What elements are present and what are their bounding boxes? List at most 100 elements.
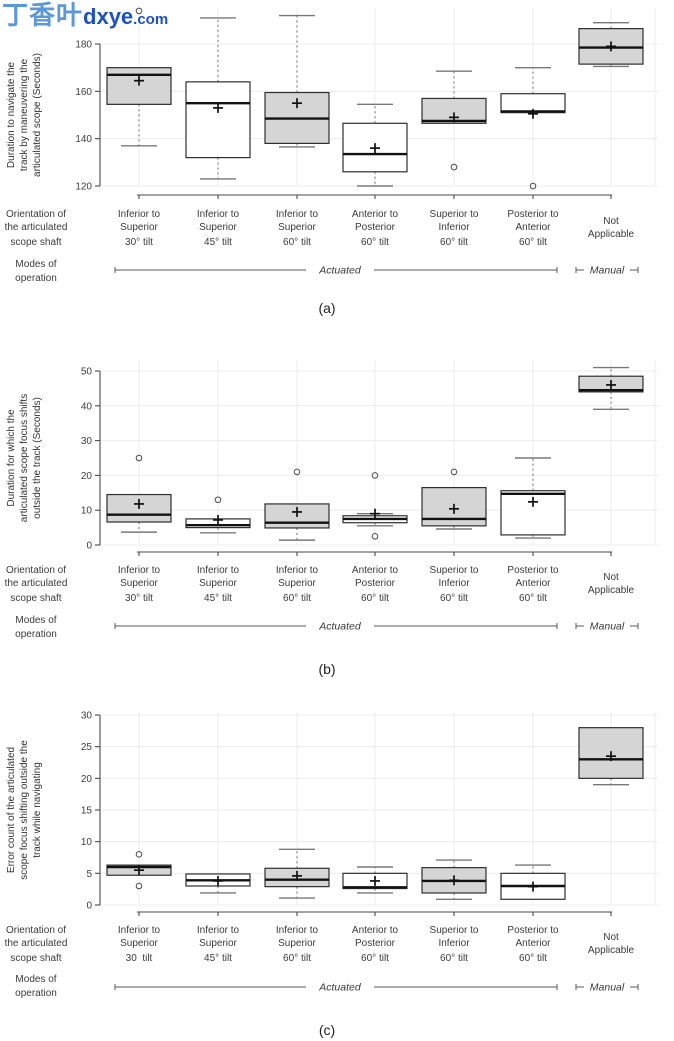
y-tick-label: 0 [86, 901, 92, 912]
svg-text:operation: operation [15, 629, 57, 640]
svg-text:Orientation of: Orientation of [6, 925, 66, 936]
category-label: Posterior to [507, 209, 559, 220]
svg-text:operation: operation [15, 273, 57, 284]
category-label: Inferior [438, 222, 470, 233]
y-axis-title-line: Duration for which the [6, 409, 17, 507]
svg-text:scope shaft: scope shaft [10, 953, 61, 964]
y-tick-label: 10 [81, 506, 93, 517]
box-b-1 [106, 454, 172, 533]
box-c-6 [500, 864, 566, 900]
y-tick-label: 160 [75, 87, 92, 98]
category-tilt-label: 60° tilt [519, 953, 547, 964]
category-label: Inferior to [276, 565, 319, 576]
svg-text:Modes of: Modes of [15, 615, 56, 626]
box-b-3 [264, 468, 330, 541]
x-axis [137, 911, 612, 916]
category-label: Applicable [588, 229, 635, 240]
orientation-label: Orientation of the articulated scope shaft [5, 565, 68, 604]
manual-bracket: Manual [575, 621, 639, 633]
y-axis: 120 140 160 180 [75, 40, 101, 193]
manual-bracket: Manual [575, 982, 639, 994]
category-label: Anterior [515, 578, 551, 589]
actuated-label: Actuated [318, 265, 362, 277]
category-labels: Inferior to Superior 30 tilt Inferior to Sup… [118, 925, 635, 964]
category-label: Anterior to [352, 565, 399, 576]
box-b-4 [342, 472, 408, 540]
category-label: Superior [120, 222, 158, 233]
y-tick-label: 180 [75, 40, 92, 51]
box-a-7 [578, 22, 644, 68]
category-label: Inferior [438, 578, 470, 589]
outlier-point [135, 882, 143, 890]
box-a-1 [106, 7, 172, 147]
svg-text:the articulated: the articulated [5, 938, 68, 949]
y-tick-label: 25 [81, 742, 93, 753]
actuated-bracket: Actuated [114, 982, 558, 994]
category-label: Not [603, 216, 619, 227]
outlier-point [371, 533, 379, 540]
chart-caption: (a) [318, 300, 335, 316]
y-tick-label: 50 [81, 367, 93, 378]
category-label: Inferior to [197, 209, 240, 220]
box-a-5 [421, 70, 487, 171]
category-label: Superior [120, 938, 158, 949]
category-tilt-label: 60° tilt [519, 593, 547, 604]
category-label: Posterior [355, 222, 396, 233]
category-tilt-label: 60° tilt [519, 237, 547, 248]
box-c-3 [264, 848, 330, 899]
manual-label: Manual [590, 982, 625, 994]
outlier-point [293, 468, 301, 476]
category-label: Superior [199, 938, 237, 949]
boxplot-b: 0 10 20 30 40 50 Duration for which the articul… [5, 360, 658, 677]
category-label: Not [603, 932, 619, 943]
manual-label: Manual [590, 621, 625, 633]
category-label: Not [603, 572, 619, 583]
svg-text:the articulated: the articulated [5, 578, 68, 589]
svg-text:scope shaft: scope shaft [10, 237, 61, 248]
category-labels: Inferior to Superior 30° tilt Inferior to Su… [118, 209, 635, 248]
category-tilt-label: 60° tilt [283, 237, 311, 248]
watermark-site-text: dxye [83, 4, 134, 29]
orientation-label: Orientation of the articulated scope shaft [5, 209, 68, 248]
box-a-6 [500, 66, 566, 190]
gridlines [100, 712, 658, 906]
category-tilt-label: 30 tilt [126, 953, 153, 964]
chart-caption: (b) [318, 661, 335, 677]
box-c-4 [342, 866, 408, 894]
y-axis-title-line: Error count of the articulated [6, 747, 17, 873]
category-label: Posterior [355, 938, 396, 949]
y-axis-title-line: scope focus shifting outside the [19, 740, 30, 880]
category-tilt-label: 60° tilt [283, 593, 311, 604]
watermark-tld-text: .com [133, 11, 169, 28]
boxplot-c: 0 5 10 15 20 25 30 Error count of the articulat… [5, 711, 658, 1038]
category-label: Inferior to [276, 925, 319, 936]
category-tilt-label: 60° tilt [361, 593, 389, 604]
box-c-2 [185, 873, 251, 894]
category-label: Inferior to [197, 565, 240, 576]
category-label: Posterior [355, 578, 396, 589]
svg-text:scope shaft: scope shaft [10, 593, 61, 604]
category-label: Inferior [438, 938, 470, 949]
category-label: Anterior to [352, 925, 399, 936]
actuated-label: Actuated [318, 621, 362, 633]
outlier-point [450, 468, 458, 476]
y-tick-label: 120 [75, 182, 92, 193]
outlier-point [529, 182, 537, 190]
y-tick-label: 30 [81, 711, 93, 722]
actuated-label: Actuated [318, 982, 362, 994]
category-label: Superior [199, 578, 237, 589]
y-axis-title-line: Duration to navigate the [6, 61, 17, 168]
y-tick-label: 20 [81, 774, 93, 785]
category-label: Applicable [588, 945, 635, 956]
category-tilt-label: 45° tilt [204, 593, 232, 604]
category-label: Superior [278, 222, 316, 233]
y-axis-title: Error count of the articulated scope focu… [6, 740, 43, 880]
category-label: Superior [278, 938, 316, 949]
category-tilt-label: 45° tilt [204, 953, 232, 964]
svg-text:Modes of: Modes of [15, 974, 56, 985]
category-label: Anterior [515, 222, 551, 233]
category-tilt-label: 60° tilt [440, 953, 468, 964]
category-tilt-label: 45° tilt [204, 237, 232, 248]
manual-label: Manual [590, 265, 625, 277]
